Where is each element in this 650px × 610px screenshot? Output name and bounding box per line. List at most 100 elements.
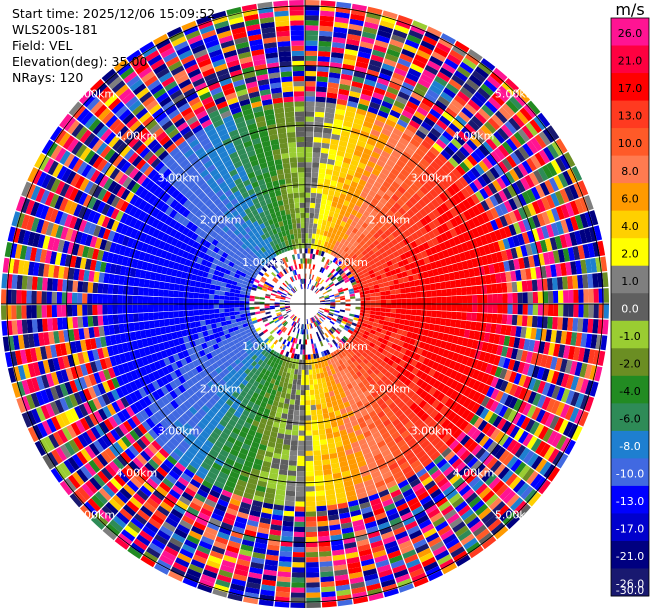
velocity-gate	[459, 449, 471, 461]
velocity-gate	[343, 246, 350, 253]
velocity-gate	[368, 221, 376, 229]
velocity-gate	[412, 58, 426, 69]
velocity-gate	[480, 361, 489, 373]
velocity-gate	[384, 316, 391, 322]
velocity-gate	[593, 288, 599, 303]
velocity-gate	[322, 235, 327, 242]
velocity-gate	[336, 260, 343, 267]
velocity-gate	[334, 310, 340, 313]
velocity-gate	[338, 225, 344, 232]
velocity-gate	[354, 265, 361, 271]
velocity-gate	[356, 324, 362, 329]
velocity-gate	[407, 226, 416, 235]
velocity-gate	[305, 50, 318, 56]
velocity-gate	[392, 127, 404, 137]
velocity-gate	[393, 397, 402, 406]
velocity-gate	[470, 95, 484, 108]
velocity-gate	[564, 233, 573, 248]
velocity-gate	[411, 223, 420, 232]
velocity-gate	[407, 217, 416, 227]
velocity-gate	[317, 178, 325, 184]
velocity-gate	[567, 317, 574, 331]
velocity-gate	[525, 327, 532, 339]
velocity-gate	[526, 140, 539, 154]
velocity-gate	[478, 507, 492, 520]
velocity-gate	[522, 205, 532, 218]
velocity-gate	[466, 357, 474, 367]
velocity-gate	[21, 305, 27, 319]
velocity-gate	[541, 382, 551, 396]
velocity-gate	[414, 418, 424, 428]
velocity-gate	[592, 350, 601, 365]
velocity-gate	[394, 422, 404, 431]
velocity-gate	[396, 198, 405, 207]
velocity-gate	[305, 146, 313, 153]
velocity-gate	[517, 128, 530, 143]
velocity-gate	[305, 207, 310, 213]
velocity-gate	[483, 244, 491, 255]
velocity-gate	[296, 354, 300, 360]
velocity-gate	[477, 175, 488, 188]
velocity-gate	[350, 181, 359, 189]
velocity-gate	[317, 378, 322, 384]
velocity-gate	[486, 284, 493, 294]
velocity-gate	[406, 100, 419, 111]
velocity-gate	[441, 432, 452, 444]
velocity-gate	[522, 218, 532, 232]
velocity-gate	[399, 265, 407, 273]
velocity-gate	[451, 296, 457, 304]
velocity-gate	[403, 43, 418, 54]
velocity-gate	[287, 330, 292, 336]
velocity-gate	[305, 222, 309, 229]
velocity-gate	[313, 445, 321, 451]
velocity-gate	[448, 78, 462, 91]
velocity-gate	[178, 304, 184, 311]
velocity-gate	[360, 300, 366, 304]
velocity-gate	[416, 189, 425, 199]
velocity-gate	[360, 386, 368, 393]
velocity-gate	[444, 342, 452, 351]
velocity-gate	[531, 228, 540, 242]
velocity-gate	[330, 222, 336, 229]
velocity-gate	[459, 420, 469, 431]
velocity-gate	[388, 264, 395, 271]
velocity-gate	[353, 286, 359, 291]
velocity-gate	[327, 215, 333, 222]
velocity-gate	[430, 261, 437, 270]
velocity-gate	[342, 318, 348, 323]
velocity-gate	[321, 142, 330, 149]
velocity-gate	[344, 115, 355, 123]
velocity-gate	[529, 421, 540, 435]
velocity-gate	[369, 59, 383, 68]
velocity-gate	[26, 276, 33, 290]
velocity-gate	[327, 315, 333, 320]
velocity-gate	[451, 74, 465, 87]
velocity-gate	[153, 320, 160, 328]
velocity-gate	[579, 394, 590, 410]
velocity-gate	[337, 316, 343, 321]
velocity-gate	[535, 440, 547, 455]
velocity-gate	[565, 374, 575, 389]
velocity-gate	[398, 207, 407, 216]
velocity-gate	[333, 293, 340, 296]
velocity-gate	[386, 260, 393, 267]
velocity-gate	[214, 290, 220, 295]
velocity-gate	[488, 476, 501, 490]
velocity-gate	[514, 149, 526, 163]
velocity-gate	[388, 253, 396, 260]
velocity-gate	[339, 209, 346, 216]
velocity-gate	[299, 349, 303, 355]
velocity-gate	[332, 170, 340, 177]
velocity-gate	[401, 417, 411, 426]
velocity-gate	[527, 203, 537, 216]
velocity-gate	[345, 347, 352, 353]
velocity-gate	[544, 238, 553, 252]
velocity-gate	[305, 86, 316, 92]
velocity-gate	[353, 216, 360, 223]
velocity-gate	[535, 353, 543, 366]
velocity-gate	[451, 153, 463, 165]
velocity-gate	[535, 458, 548, 473]
velocity-gate	[465, 53, 480, 66]
velocity-gate	[57, 279, 63, 292]
velocity-gate	[426, 239, 435, 248]
